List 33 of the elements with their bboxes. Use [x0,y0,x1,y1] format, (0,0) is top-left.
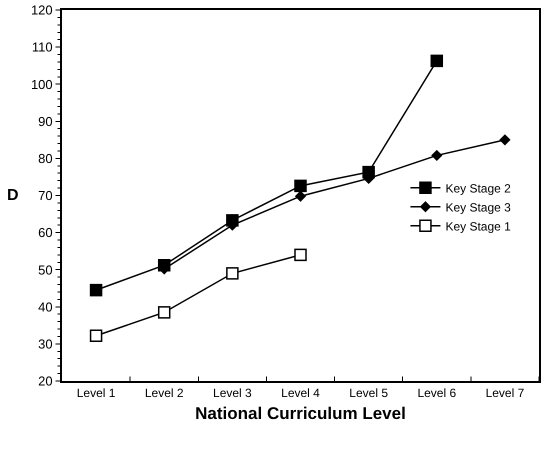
legend-label: Key Stage 3 [445,200,512,214]
point [90,329,102,342]
y-tick-label: 110 [32,40,53,55]
y-tick-label: 60 [38,225,53,240]
point [295,190,306,202]
x-tick-label: Level 4 [281,386,320,400]
x-tick-label: Level 5 [349,386,388,400]
y-axis-title: D [7,187,19,204]
legend-label: Key Stage 2 [445,181,512,196]
x-tick-label: Level 1 [76,386,116,400]
y-tick-label: 50 [38,262,53,278]
y-tick-label: 100 [30,76,53,92]
y-tick-label: 20 [38,374,53,389]
x-tick-label: Level 3 [213,386,252,400]
point [158,306,170,319]
x-tick-label: Level 2 [144,386,184,400]
x-tick-label: Level 6 [417,386,456,400]
legend-label: Key Stage 1 [445,219,512,234]
point [294,248,307,262]
point [90,284,102,296]
point [294,180,307,192]
y-tick-label: 40 [38,299,53,314]
point [430,54,444,68]
y-tick-label: 70 [38,188,53,204]
x-tick-label: Level 7 [486,386,525,400]
point [431,150,442,161]
point [226,267,239,280]
y-tick-label: 30 [38,336,53,352]
y-tick-label: 90 [38,114,53,129]
point [500,134,510,146]
y-tick-label: 80 [38,150,53,166]
y-tick-label: 120 [30,2,53,18]
x-axis-title: National Curriculum Level [195,404,406,424]
